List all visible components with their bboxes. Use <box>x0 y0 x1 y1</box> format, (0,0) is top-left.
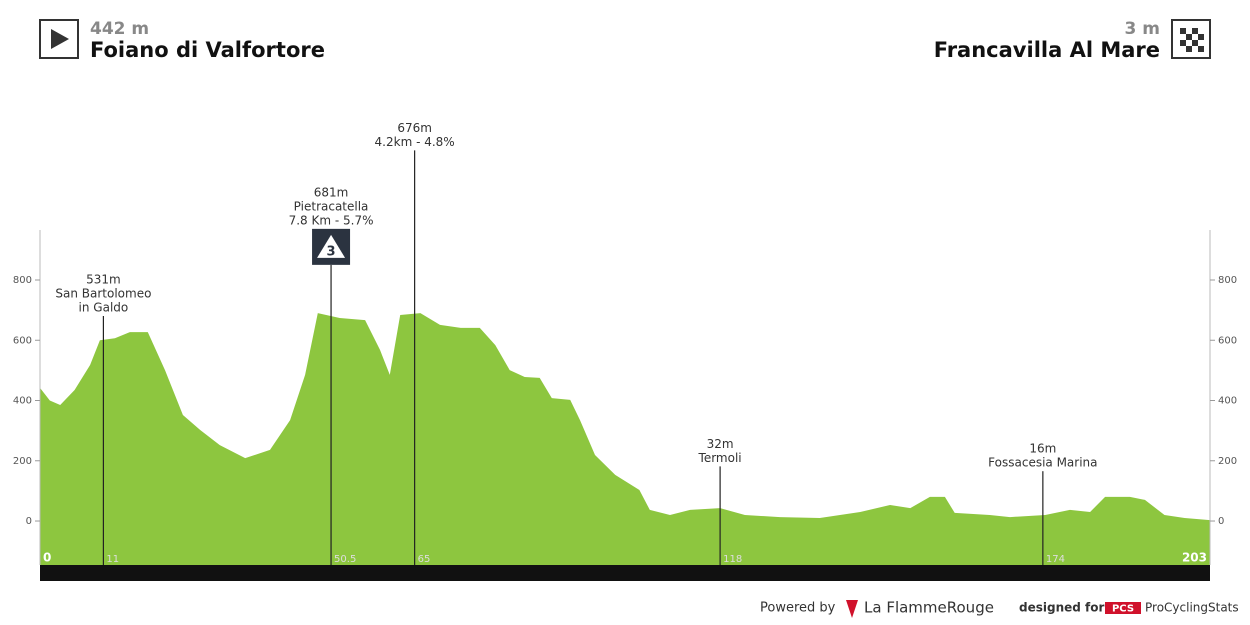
km-label: 50.5 <box>334 554 356 565</box>
y2-tick-label: 800 <box>1218 275 1237 286</box>
y2-tick-label: 600 <box>1218 335 1237 346</box>
km-label: 11 <box>106 554 119 565</box>
y2-tick-label: 400 <box>1218 396 1237 407</box>
y-tick-label: 200 <box>13 456 32 467</box>
climb-label: 676m <box>397 121 432 135</box>
category-triangle <box>317 234 346 258</box>
y2-tick-label: 200 <box>1218 456 1237 467</box>
category-label: 3 <box>327 244 336 259</box>
y-tick-label: 800 <box>13 275 32 286</box>
profile-area <box>40 313 1210 565</box>
y2-tick-label: 0 <box>1218 516 1224 527</box>
finish-name: Francavilla Al Mare <box>934 38 1160 62</box>
climb-label: in Galdo <box>79 301 129 315</box>
climb-label: San Bartolomeo <box>55 287 151 301</box>
pcs-logo <box>1105 602 1141 614</box>
climb-label: 531m <box>86 273 121 287</box>
climb-label: Pietracatella <box>294 199 369 213</box>
x-end-label: 0 <box>43 551 51 565</box>
climb-label: 4.2km - 4.8% <box>375 135 455 149</box>
finish-flag <box>1180 28 1204 52</box>
climb-label: 7.8 Km - 5.7% <box>289 213 374 227</box>
start-name: Foiano di Valfortore <box>90 38 325 62</box>
start-altitude: 442 m <box>90 19 149 39</box>
climb-label: 16m <box>1029 442 1056 456</box>
climb-label: Termoli <box>698 451 742 465</box>
climb-label: 32m <box>707 437 734 451</box>
start-icon <box>39 19 79 59</box>
brand: La FlammeRouge <box>864 599 994 617</box>
y-tick-label: 400 <box>13 396 32 407</box>
pcs-text: PCS <box>1112 604 1134 615</box>
climb-label: 681m <box>314 185 349 199</box>
x-end-label: 203 <box>1182 551 1207 565</box>
y-tick-label: 0 <box>26 516 32 527</box>
powered-by: Powered by <box>760 601 836 616</box>
km-label: 174 <box>1046 554 1065 565</box>
start-arrow <box>51 29 69 49</box>
finish-altitude: 3 m <box>1125 19 1160 39</box>
km-label: 65 <box>418 554 431 565</box>
distance-bar <box>40 565 1210 581</box>
flamme-logo <box>846 600 858 618</box>
km-label: 118 <box>723 554 742 565</box>
site-name: ProCyclingStats <box>1145 601 1239 615</box>
climb-label: Fossacesia Marina <box>988 456 1097 470</box>
designed-for: designed for <box>1019 601 1104 615</box>
y-tick-label: 600 <box>13 335 32 346</box>
